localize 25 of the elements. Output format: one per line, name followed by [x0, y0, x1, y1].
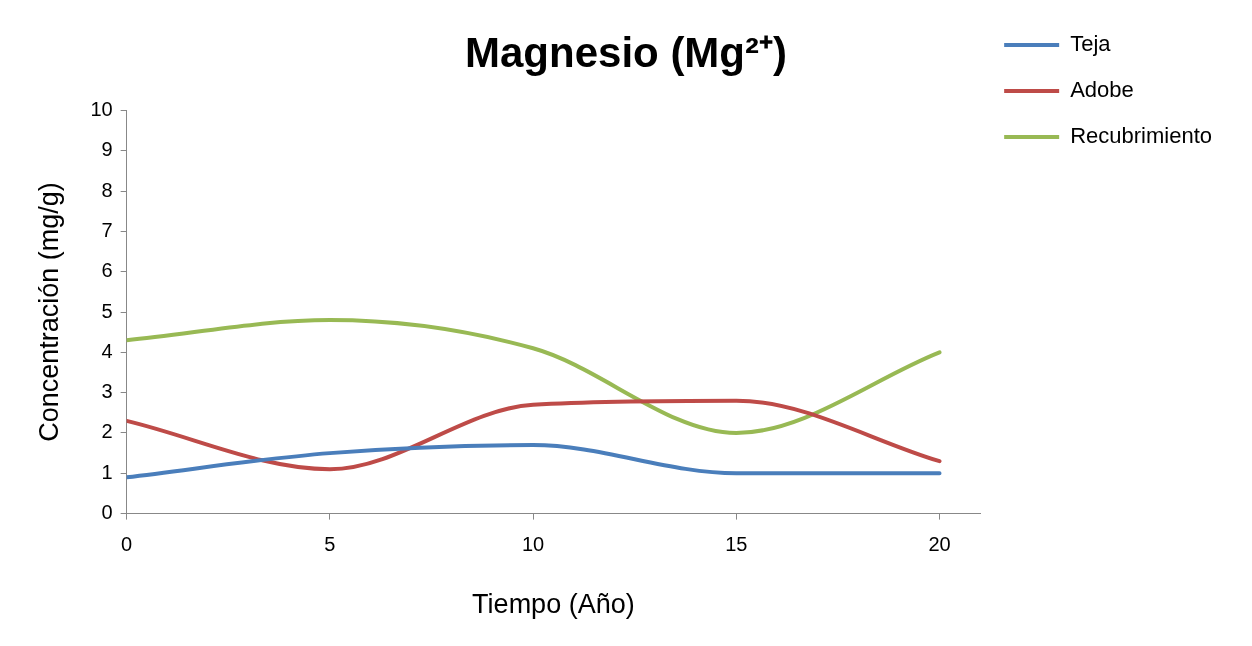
y-tick-label: 2 [101, 420, 113, 443]
y-tick-label: 0 [101, 501, 113, 524]
x-axis-title: Tiempo (Año) [472, 589, 635, 620]
y-tick-label: 1 [101, 460, 113, 483]
legend-label: Teja [1070, 31, 1112, 57]
y-axis-title: Concentración (mg/g) [33, 182, 64, 442]
line-series [126, 398, 942, 472]
x-tick-label: 0 [121, 533, 133, 556]
y-tick-label: 5 [101, 299, 113, 322]
line-series [126, 443, 942, 480]
y-tick-label: 10 [90, 97, 113, 120]
legend-label: Recubrimiento [1070, 123, 1212, 149]
y-tick-label: 3 [101, 380, 113, 403]
chart-title: Magnesio (Mg²⁺) [465, 28, 787, 76]
line-series [126, 318, 942, 435]
legend-label: Adobe [1070, 77, 1134, 103]
x-tick-label: 10 [521, 533, 545, 556]
y-tick-label: 8 [101, 178, 113, 201]
y-tick-label: 9 [101, 138, 113, 161]
y-tick-label: 4 [101, 339, 113, 362]
x-tick-label: 20 [928, 533, 951, 556]
x-tick-label: 15 [725, 533, 748, 556]
x-tick-label: 5 [324, 533, 336, 556]
y-tick-label: 7 [101, 218, 113, 241]
y-tick-label: 6 [101, 259, 113, 282]
